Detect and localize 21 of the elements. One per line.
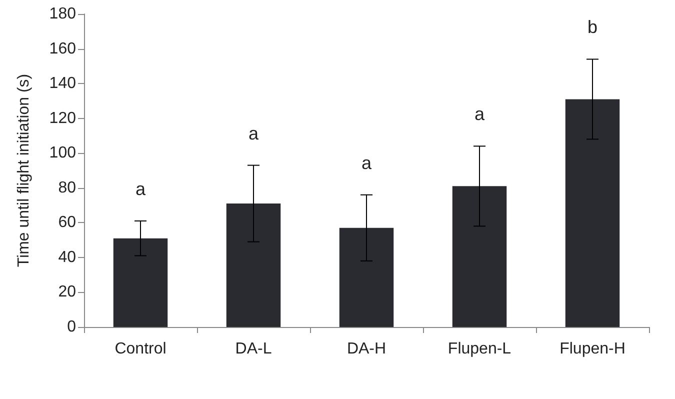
y-tick-label: 120	[49, 110, 76, 127]
y-tick-label: 60	[58, 214, 76, 232]
annotation: b	[587, 17, 598, 38]
annotation: a	[474, 104, 486, 124]
annotation: a	[248, 123, 260, 144]
y-tick-label: 160	[49, 40, 76, 58]
y-tick-label: 0	[67, 318, 76, 336]
x-tick-label: DA-H	[346, 340, 386, 358]
y-tick-label: 40	[58, 248, 76, 266]
annotation: a	[135, 178, 146, 199]
y-tick-label: 140	[49, 75, 76, 92]
x-tick-label: DA-L	[235, 340, 272, 358]
x-tick-label: Flupen-H	[560, 340, 626, 358]
y-axis-title: Time until flight initiation (s)	[16, 74, 32, 268]
y-tick-label: 80	[58, 179, 76, 196]
annotation: a	[361, 152, 372, 173]
y-tick-label: 20	[58, 284, 76, 301]
x-tick-label: Flupen-L	[448, 340, 512, 358]
y-tick-label: 100	[49, 144, 76, 162]
y-tick-label: 180	[49, 6, 76, 22]
x-tick-label: Control	[114, 340, 166, 358]
